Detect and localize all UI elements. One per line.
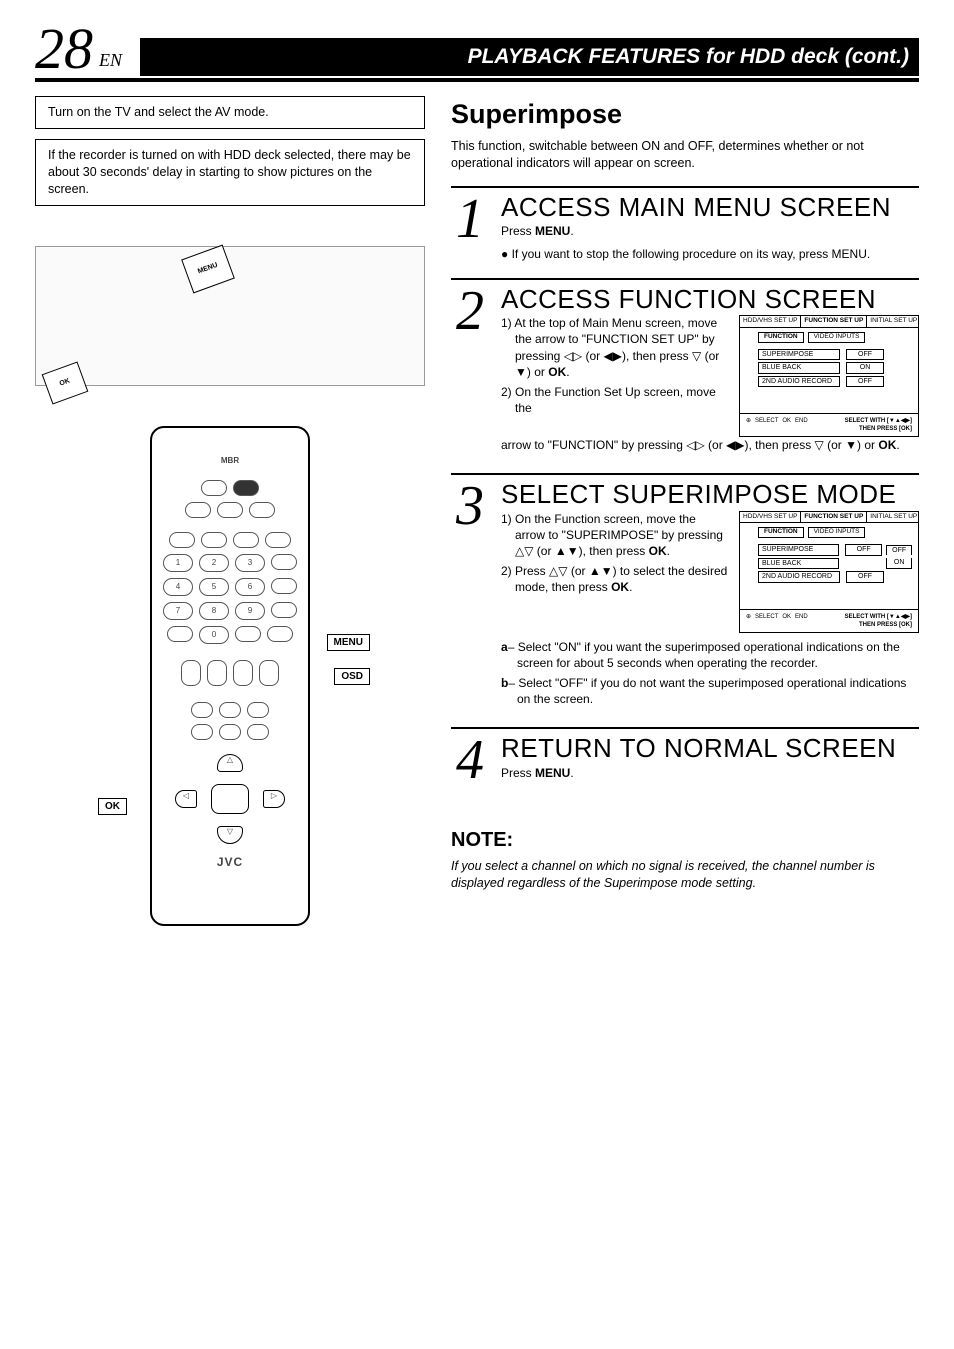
device-menu-label: MENU bbox=[181, 244, 235, 293]
step-text-cont: arrow to "FUNCTION" by pressing ◁▷ (or ◀… bbox=[501, 437, 919, 453]
step-2: 2 ACCESS FUNCTION SCREEN 1) At the top o… bbox=[451, 278, 919, 474]
keypad-1: 1 bbox=[163, 554, 193, 572]
keypad-7: 7 bbox=[163, 602, 193, 620]
section-heading: Superimpose bbox=[451, 96, 919, 132]
device-ok-label: OK bbox=[42, 361, 89, 404]
osd-screenshot-2: HDD/VHS SET UP FUNCTION SET UP INITIAL S… bbox=[739, 315, 919, 437]
remote-osd-label: OSD bbox=[334, 668, 370, 686]
keypad-3: 3 bbox=[235, 554, 265, 572]
step-sub: Press MENU. bbox=[501, 223, 919, 239]
left-column: Turn on the TV and select the AV mode. I… bbox=[35, 96, 425, 956]
osd-screenshot-3: HDD/VHS SET UP FUNCTION SET UP INITIAL S… bbox=[739, 511, 919, 633]
step-number: 2 bbox=[451, 286, 489, 458]
page-header: 28 EN PLAYBACK FEATURES for HDD deck (co… bbox=[35, 20, 919, 82]
remote-figure: MBR 123 456 789 0 △ ▽ ◁ bbox=[100, 416, 360, 936]
section-intro: This function, switchable between ON and… bbox=[451, 138, 919, 172]
keypad-9: 9 bbox=[235, 602, 265, 620]
step-title: ACCESS MAIN MENU SCREEN bbox=[501, 194, 919, 221]
remote-menu-label: MENU bbox=[327, 634, 370, 652]
note-body: If you select a channel on which no sign… bbox=[451, 858, 919, 892]
remote-ok-label: OK bbox=[98, 798, 127, 816]
info-box-1: Turn on the TV and select the AV mode. bbox=[35, 96, 425, 129]
remote-brand: MBR bbox=[160, 456, 300, 467]
step-3: 3 SELECT SUPERIMPOSE MODE 1) On the Func… bbox=[451, 473, 919, 727]
keypad-8: 8 bbox=[199, 602, 229, 620]
note-heading: NOTE: bbox=[451, 827, 919, 854]
step-bullet: ● If you want to stop the following proc… bbox=[501, 246, 919, 262]
device-figure: MENU OK bbox=[35, 246, 425, 386]
page-language: EN bbox=[99, 48, 122, 72]
step-title: ACCESS FUNCTION SCREEN bbox=[501, 286, 919, 313]
step-sub: Press MENU. bbox=[501, 765, 919, 781]
right-column: Superimpose This function, switchable be… bbox=[451, 96, 919, 956]
step-number: 3 bbox=[451, 481, 489, 711]
ab-list: a– Select "ON" if you want the superimpo… bbox=[501, 639, 919, 708]
keypad-4: 4 bbox=[163, 578, 193, 596]
keypad-5: 5 bbox=[199, 578, 229, 596]
step-number: 4 bbox=[451, 735, 489, 786]
step-1: 1 ACCESS MAIN MENU SCREEN Press MENU. ● … bbox=[451, 186, 919, 278]
remote-jvc-logo: JVC bbox=[160, 854, 300, 870]
step-text: 1) At the top of Main Menu screen, move … bbox=[501, 315, 729, 420]
step-number: 1 bbox=[451, 194, 489, 262]
page-number: 28 bbox=[35, 20, 93, 78]
step-text: 1) On the Function screen, move the arro… bbox=[501, 511, 729, 600]
keypad-6: 6 bbox=[235, 578, 265, 596]
keypad-2: 2 bbox=[199, 554, 229, 572]
page-title: PLAYBACK FEATURES for HDD deck (cont.) bbox=[140, 38, 919, 76]
step-title: SELECT SUPERIMPOSE MODE bbox=[501, 481, 919, 508]
step-4: 4 RETURN TO NORMAL SCREEN Press MENU. bbox=[451, 727, 919, 816]
step-title: RETURN TO NORMAL SCREEN bbox=[501, 735, 919, 762]
keypad-0: 0 bbox=[199, 626, 229, 644]
info-box-2: If the recorder is turned on with HDD de… bbox=[35, 139, 425, 206]
